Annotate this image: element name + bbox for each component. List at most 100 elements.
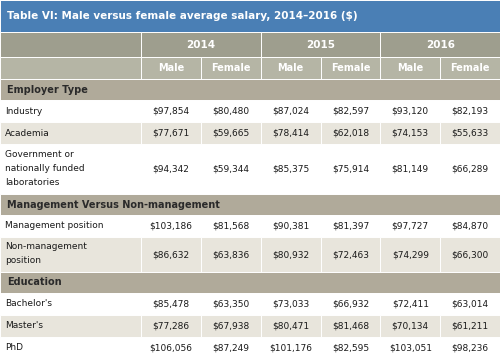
Text: $90,381: $90,381 xyxy=(272,222,309,230)
Bar xyxy=(320,100,380,122)
Text: Master's: Master's xyxy=(5,321,43,330)
Bar xyxy=(0,337,141,359)
Text: Education: Education xyxy=(7,278,62,288)
Text: $103,186: $103,186 xyxy=(150,222,192,230)
Text: Female: Female xyxy=(211,64,250,74)
Bar xyxy=(380,57,440,79)
Text: Female: Female xyxy=(450,64,490,74)
Bar xyxy=(0,122,141,144)
Bar xyxy=(380,122,440,144)
Text: Government or: Government or xyxy=(5,150,74,159)
Bar xyxy=(260,122,320,144)
Bar xyxy=(260,315,320,337)
Text: Management Versus Non-management: Management Versus Non-management xyxy=(7,200,220,210)
Text: $87,249: $87,249 xyxy=(212,344,249,353)
Bar xyxy=(141,122,201,144)
Text: $72,463: $72,463 xyxy=(332,250,369,259)
Bar xyxy=(141,100,201,122)
Bar xyxy=(320,122,380,144)
Text: $94,342: $94,342 xyxy=(152,165,190,174)
Bar xyxy=(201,237,260,272)
Bar xyxy=(201,315,260,337)
Text: $59,344: $59,344 xyxy=(212,165,249,174)
Bar xyxy=(0,215,141,237)
Bar xyxy=(0,100,141,122)
Bar xyxy=(320,237,380,272)
Text: 2014: 2014 xyxy=(186,40,216,50)
Text: Male: Male xyxy=(158,64,184,74)
Bar xyxy=(0,315,141,337)
Text: $74,299: $74,299 xyxy=(392,250,429,259)
Text: $66,300: $66,300 xyxy=(452,250,488,259)
Bar xyxy=(141,237,201,272)
Bar xyxy=(440,315,500,337)
Bar xyxy=(320,337,380,359)
Text: $81,468: $81,468 xyxy=(332,321,369,330)
Bar xyxy=(141,32,260,57)
Bar xyxy=(260,144,320,194)
Bar xyxy=(440,100,500,122)
Text: $97,727: $97,727 xyxy=(392,222,429,230)
Text: $66,932: $66,932 xyxy=(332,299,369,308)
Bar xyxy=(380,237,440,272)
Bar xyxy=(260,215,320,237)
Text: $85,375: $85,375 xyxy=(272,165,309,174)
Text: $81,397: $81,397 xyxy=(332,222,369,230)
Text: $106,056: $106,056 xyxy=(150,344,192,353)
Bar xyxy=(260,32,380,57)
Bar xyxy=(201,215,260,237)
Text: Table VI: Male versus female average salary, 2014–2016 ($): Table VI: Male versus female average sal… xyxy=(7,11,358,21)
Bar xyxy=(0,237,141,272)
Text: $93,120: $93,120 xyxy=(392,107,429,116)
Bar xyxy=(0,57,141,79)
Bar xyxy=(380,293,440,315)
Bar xyxy=(201,144,260,194)
Bar xyxy=(440,144,500,194)
Bar xyxy=(380,315,440,337)
Text: $97,854: $97,854 xyxy=(152,107,190,116)
Bar xyxy=(440,57,500,79)
Text: 2016: 2016 xyxy=(426,40,454,50)
Bar xyxy=(260,57,320,79)
Text: $80,932: $80,932 xyxy=(272,250,309,259)
Text: $103,051: $103,051 xyxy=(389,344,432,353)
Text: nationally funded: nationally funded xyxy=(5,164,84,173)
Bar xyxy=(320,293,380,315)
Text: Non-management: Non-management xyxy=(5,242,87,251)
Bar xyxy=(141,337,201,359)
Text: $78,414: $78,414 xyxy=(272,129,309,137)
Text: $73,033: $73,033 xyxy=(272,299,309,308)
Bar xyxy=(141,315,201,337)
Bar xyxy=(0,32,141,57)
Bar xyxy=(141,215,201,237)
Bar xyxy=(260,337,320,359)
Text: $72,411: $72,411 xyxy=(392,299,429,308)
Text: $59,665: $59,665 xyxy=(212,129,250,137)
Text: $84,870: $84,870 xyxy=(452,222,488,230)
Text: $70,134: $70,134 xyxy=(392,321,429,330)
Bar xyxy=(201,293,260,315)
Text: $61,211: $61,211 xyxy=(452,321,488,330)
Text: $77,286: $77,286 xyxy=(152,321,190,330)
Text: $101,176: $101,176 xyxy=(269,344,312,353)
Bar xyxy=(141,144,201,194)
Text: Female: Female xyxy=(330,64,370,74)
Bar xyxy=(201,337,260,359)
Text: laboratories: laboratories xyxy=(5,178,60,187)
Bar xyxy=(440,237,500,272)
Text: $74,153: $74,153 xyxy=(392,129,429,137)
Bar xyxy=(260,100,320,122)
Bar xyxy=(141,293,201,315)
Text: $82,595: $82,595 xyxy=(332,344,369,353)
Text: $85,478: $85,478 xyxy=(152,299,190,308)
Text: $80,471: $80,471 xyxy=(272,321,309,330)
Bar xyxy=(0,272,500,293)
Bar xyxy=(440,215,500,237)
Bar xyxy=(380,32,500,57)
Text: $66,289: $66,289 xyxy=(452,165,488,174)
Text: $62,018: $62,018 xyxy=(332,129,369,137)
Text: $98,236: $98,236 xyxy=(452,344,488,353)
Bar xyxy=(380,144,440,194)
Text: $82,597: $82,597 xyxy=(332,107,369,116)
Bar xyxy=(0,194,500,215)
